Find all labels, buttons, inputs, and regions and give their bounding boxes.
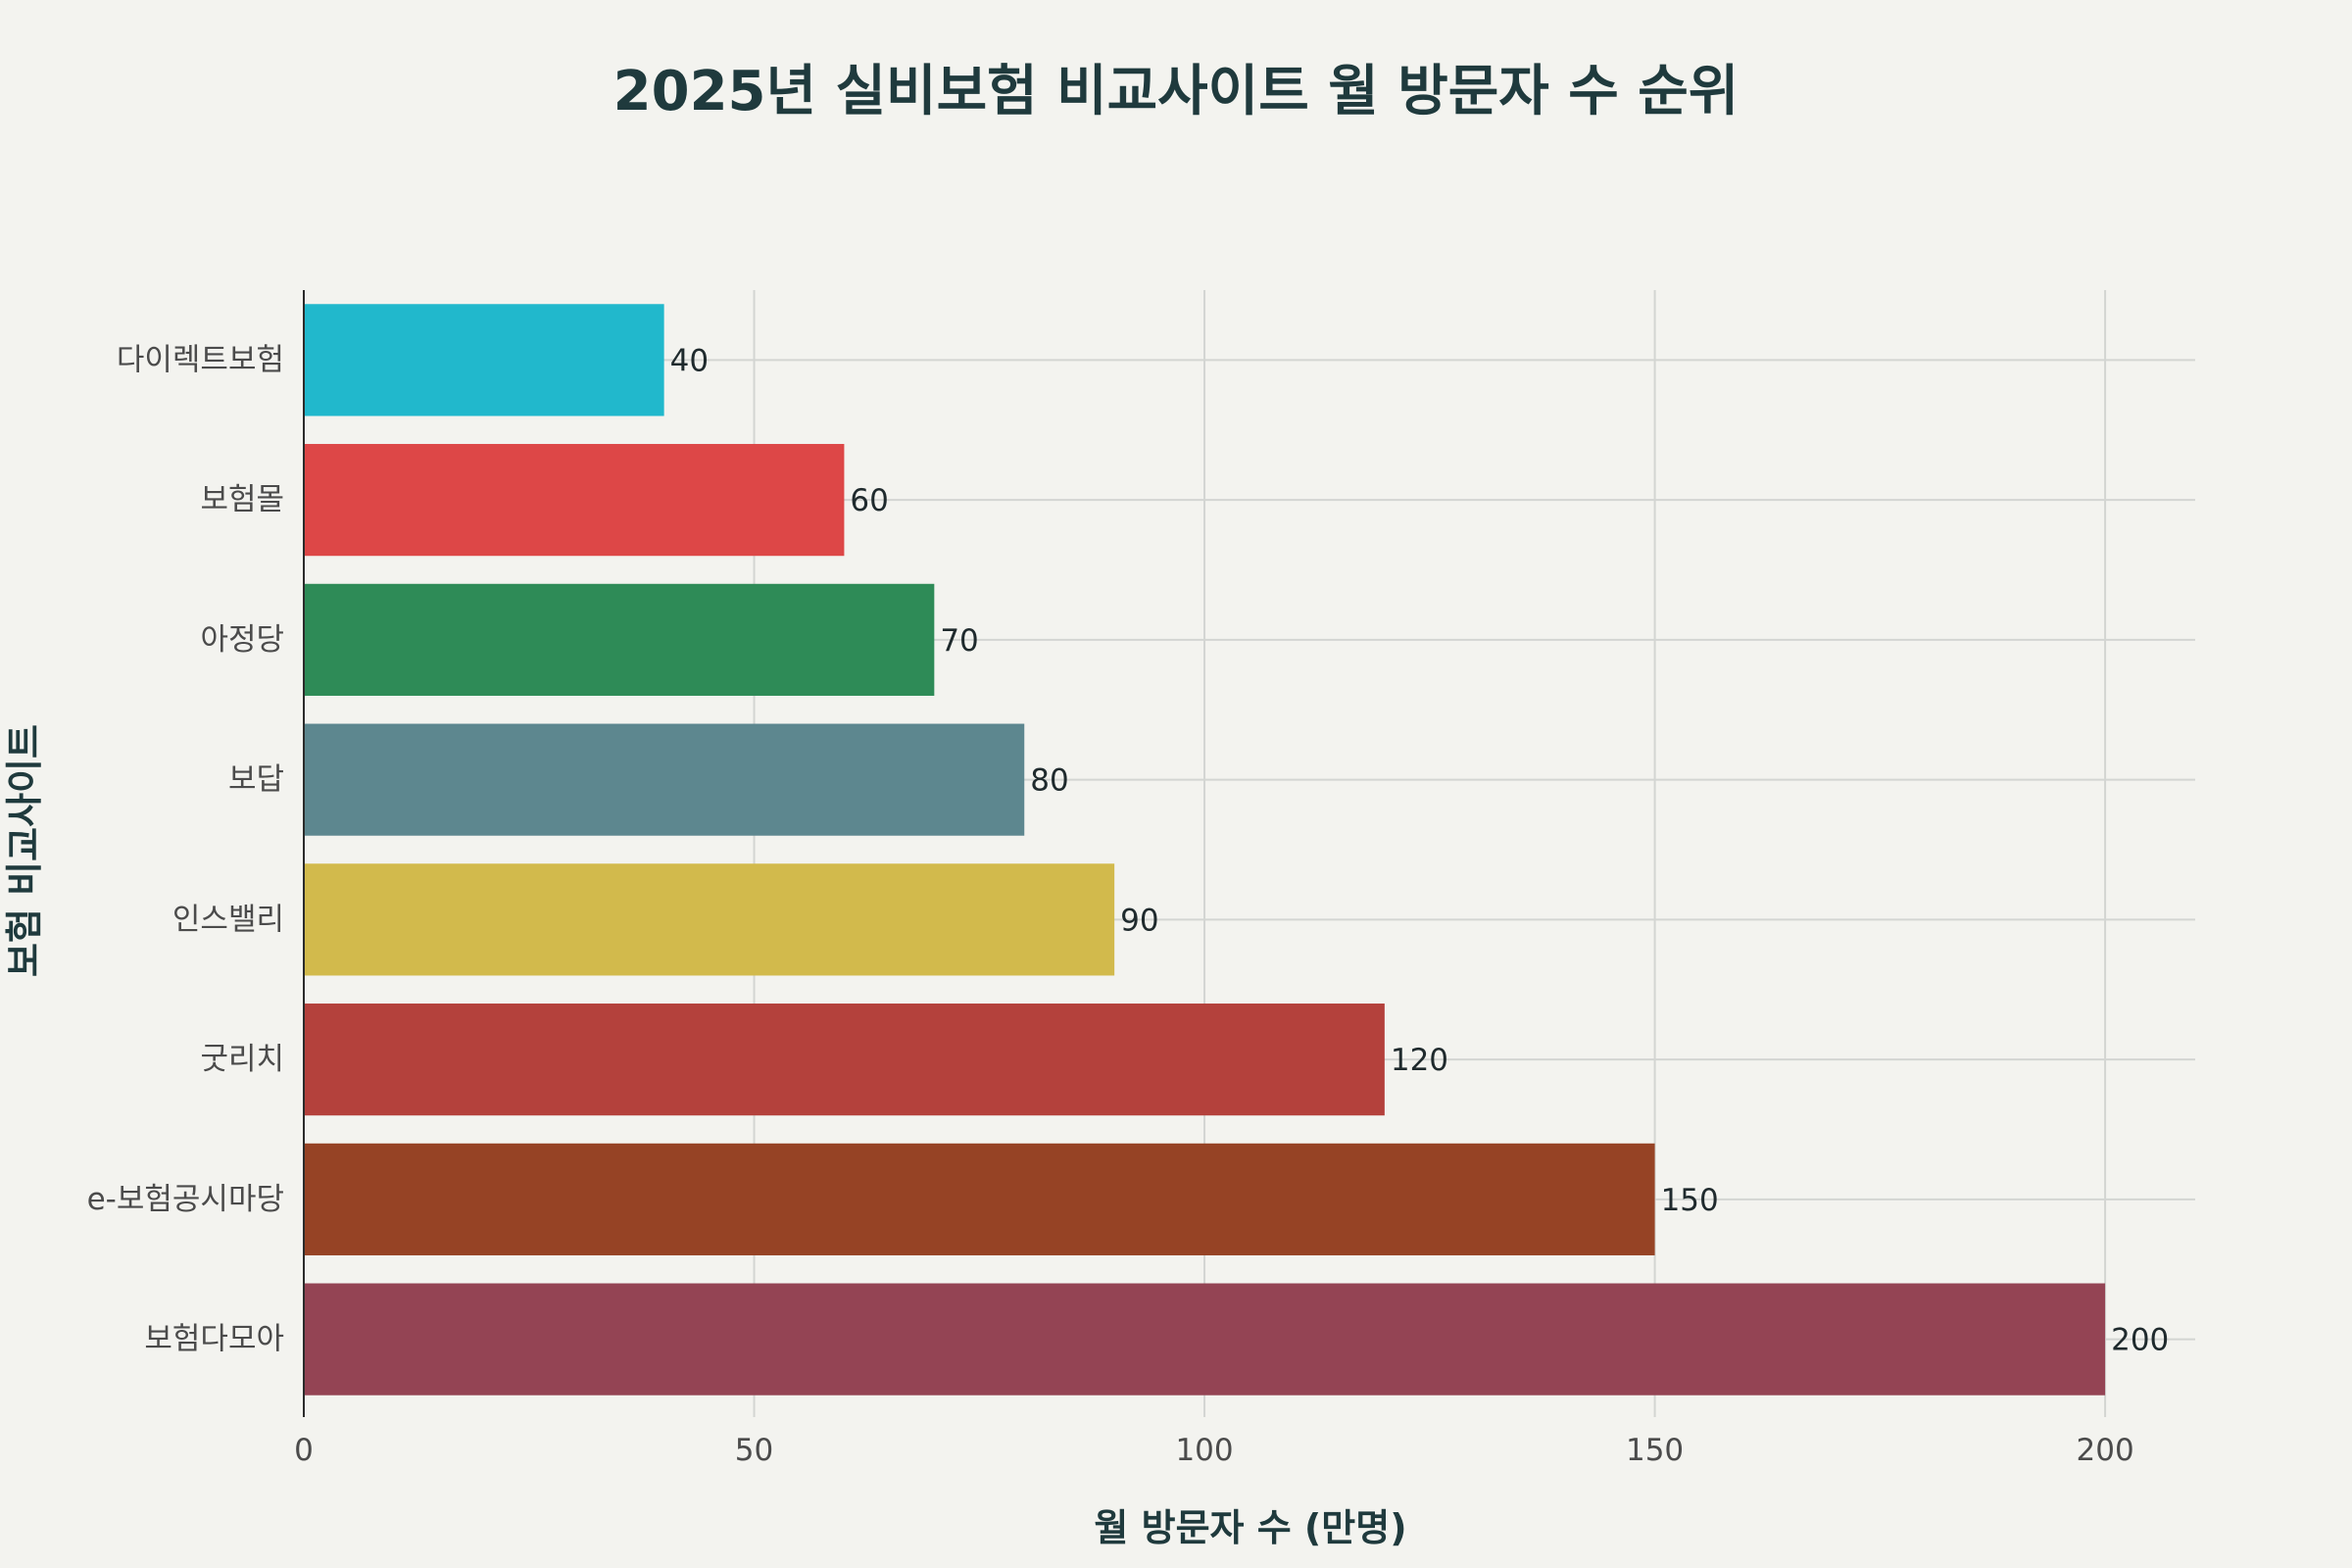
data-label: 150 <box>1661 1183 1719 1218</box>
category-label: 다이렉트보험 <box>117 342 284 377</box>
category-label: e-보험공시마당 <box>87 1182 284 1217</box>
x-axis-title: 월 방문자 수 (만명) <box>1094 1506 1406 1549</box>
data-label: 60 <box>850 483 888 518</box>
data-label: 120 <box>1391 1043 1448 1078</box>
x-tick-label: 50 <box>735 1433 773 1468</box>
chart-title: 2025년 실비보험 비교사이트 월 방문자 수 순위 <box>613 60 1740 123</box>
bar <box>304 1283 2106 1396</box>
category-label: 아정당 <box>200 622 284 658</box>
x-tick-label: 100 <box>1175 1433 1233 1468</box>
bars <box>304 304 2106 1396</box>
data-label: 90 <box>1120 903 1158 938</box>
bar <box>304 723 1025 836</box>
bar <box>304 1004 1385 1116</box>
data-label: 40 <box>670 343 709 378</box>
data-label: 80 <box>1030 763 1068 799</box>
bar <box>304 863 1115 976</box>
category-label: 보답 <box>228 762 284 798</box>
x-tick-label: 0 <box>294 1433 314 1468</box>
x-tick-label: 150 <box>1626 1433 1684 1468</box>
labels: 다이렉트보험 40 보험몰 60 아정당 70 보답 80 인스밸리 90 굿리치 120 e-보험공시… <box>87 342 2170 1468</box>
category-label: 굿리치 <box>200 1042 284 1077</box>
y-axis-title: 보험 비교사이트 <box>3 724 46 977</box>
category-label: 보험다모아 <box>144 1322 284 1357</box>
bar <box>304 1143 1655 1255</box>
data-label: 70 <box>940 623 978 659</box>
bar <box>304 583 935 696</box>
bar <box>304 304 664 416</box>
data-label: 200 <box>2111 1323 2169 1358</box>
category-label: 인스밸리 <box>172 902 284 937</box>
axes <box>303 290 2107 1417</box>
category-label: 보험몰 <box>200 482 284 517</box>
bar <box>304 444 845 557</box>
x-tick-label: 200 <box>2077 1433 2134 1468</box>
